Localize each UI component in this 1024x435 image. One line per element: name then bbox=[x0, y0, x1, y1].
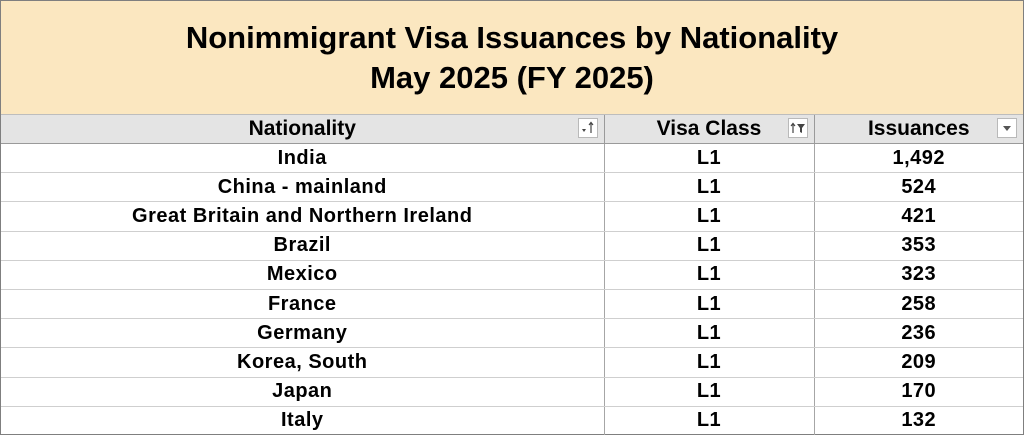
cell-visa-class[interactable]: L1 bbox=[604, 231, 815, 261]
cell-visa-class[interactable]: L1 bbox=[604, 318, 815, 349]
cell-nationality[interactable]: India bbox=[1, 143, 605, 174]
table-row: China - mainland L1 524 bbox=[1, 172, 1023, 203]
cell-visa-class[interactable]: L1 bbox=[604, 406, 815, 435]
cell-issuances[interactable]: 236 bbox=[814, 318, 1023, 349]
table-row: Great Britain and Northern Ireland L1 42… bbox=[1, 201, 1023, 232]
cell-issuances[interactable]: 258 bbox=[814, 289, 1023, 320]
table-row: Mexico L1 323 bbox=[1, 260, 1023, 290]
cell-visa-class[interactable]: L1 bbox=[604, 377, 815, 407]
cell-issuances[interactable]: 1,492 bbox=[814, 143, 1023, 174]
filter-active-icon[interactable] bbox=[787, 118, 808, 138]
cell-visa-class[interactable]: L1 bbox=[604, 201, 815, 232]
cell-nationality[interactable]: Mexico bbox=[1, 260, 605, 290]
header-row: Nationality Visa Class bbox=[1, 115, 1023, 144]
table-row: France L1 258 bbox=[1, 289, 1023, 320]
table-body: India L1 1,492 China - mainland L1 524 G… bbox=[1, 143, 1023, 435]
cell-nationality[interactable]: Great Britain and Northern Ireland bbox=[1, 201, 605, 232]
data-table: Nationality Visa Class bbox=[1, 115, 1023, 435]
table-row: Japan L1 170 bbox=[1, 377, 1023, 407]
cell-visa-class[interactable]: L1 bbox=[604, 347, 815, 378]
cell-issuances[interactable]: 353 bbox=[814, 231, 1023, 261]
cell-nationality[interactable]: Germany bbox=[1, 318, 605, 349]
column-header-label: Visa Class bbox=[656, 117, 762, 140]
column-header-nationality: Nationality bbox=[1, 115, 605, 144]
cell-issuances[interactable]: 524 bbox=[814, 172, 1023, 203]
cell-issuances[interactable]: 323 bbox=[814, 260, 1023, 290]
cell-nationality[interactable]: Italy bbox=[1, 406, 605, 435]
cell-nationality[interactable]: France bbox=[1, 289, 605, 320]
cell-issuances[interactable]: 209 bbox=[814, 347, 1023, 378]
page-title: Nonimmigrant Visa Issuances by Nationali… bbox=[185, 19, 839, 55]
table-row: Italy L1 132 bbox=[1, 406, 1023, 435]
cell-visa-class[interactable]: L1 bbox=[604, 260, 815, 290]
column-header-visa-class: Visa Class bbox=[603, 115, 815, 144]
page-subtitle: May 2025 (FY 2025) bbox=[370, 59, 654, 95]
table-row: Brazil L1 353 bbox=[1, 231, 1023, 261]
cell-nationality[interactable]: Japan bbox=[1, 377, 605, 407]
title-block: Nonimmigrant Visa Issuances by Nationali… bbox=[1, 1, 1023, 115]
table-row: Germany L1 236 bbox=[1, 318, 1023, 349]
column-header-label: Issuances bbox=[867, 117, 970, 140]
cell-visa-class[interactable]: L1 bbox=[604, 172, 815, 203]
cell-nationality[interactable]: China - mainland bbox=[1, 172, 605, 203]
cell-issuances[interactable]: 421 bbox=[814, 201, 1023, 232]
table-row: India L1 1,492 bbox=[1, 143, 1023, 174]
dropdown-arrow-icon[interactable] bbox=[997, 118, 1017, 138]
cell-issuances[interactable]: 132 bbox=[901, 409, 937, 432]
cell-nationality[interactable]: Brazil bbox=[1, 231, 605, 261]
table-row: Korea, South L1 209 bbox=[1, 347, 1023, 378]
cell-issuances[interactable]: 170 bbox=[814, 377, 1023, 407]
cell-visa-class[interactable]: L1 bbox=[604, 143, 815, 174]
column-header-issuances: Issuances bbox=[813, 115, 1023, 144]
sort-descending-icon[interactable] bbox=[577, 118, 598, 138]
cell-visa-class[interactable]: L1 bbox=[604, 289, 815, 320]
column-header-label: Nationality bbox=[248, 117, 356, 140]
cell-nationality[interactable]: Korea, South bbox=[1, 347, 605, 378]
